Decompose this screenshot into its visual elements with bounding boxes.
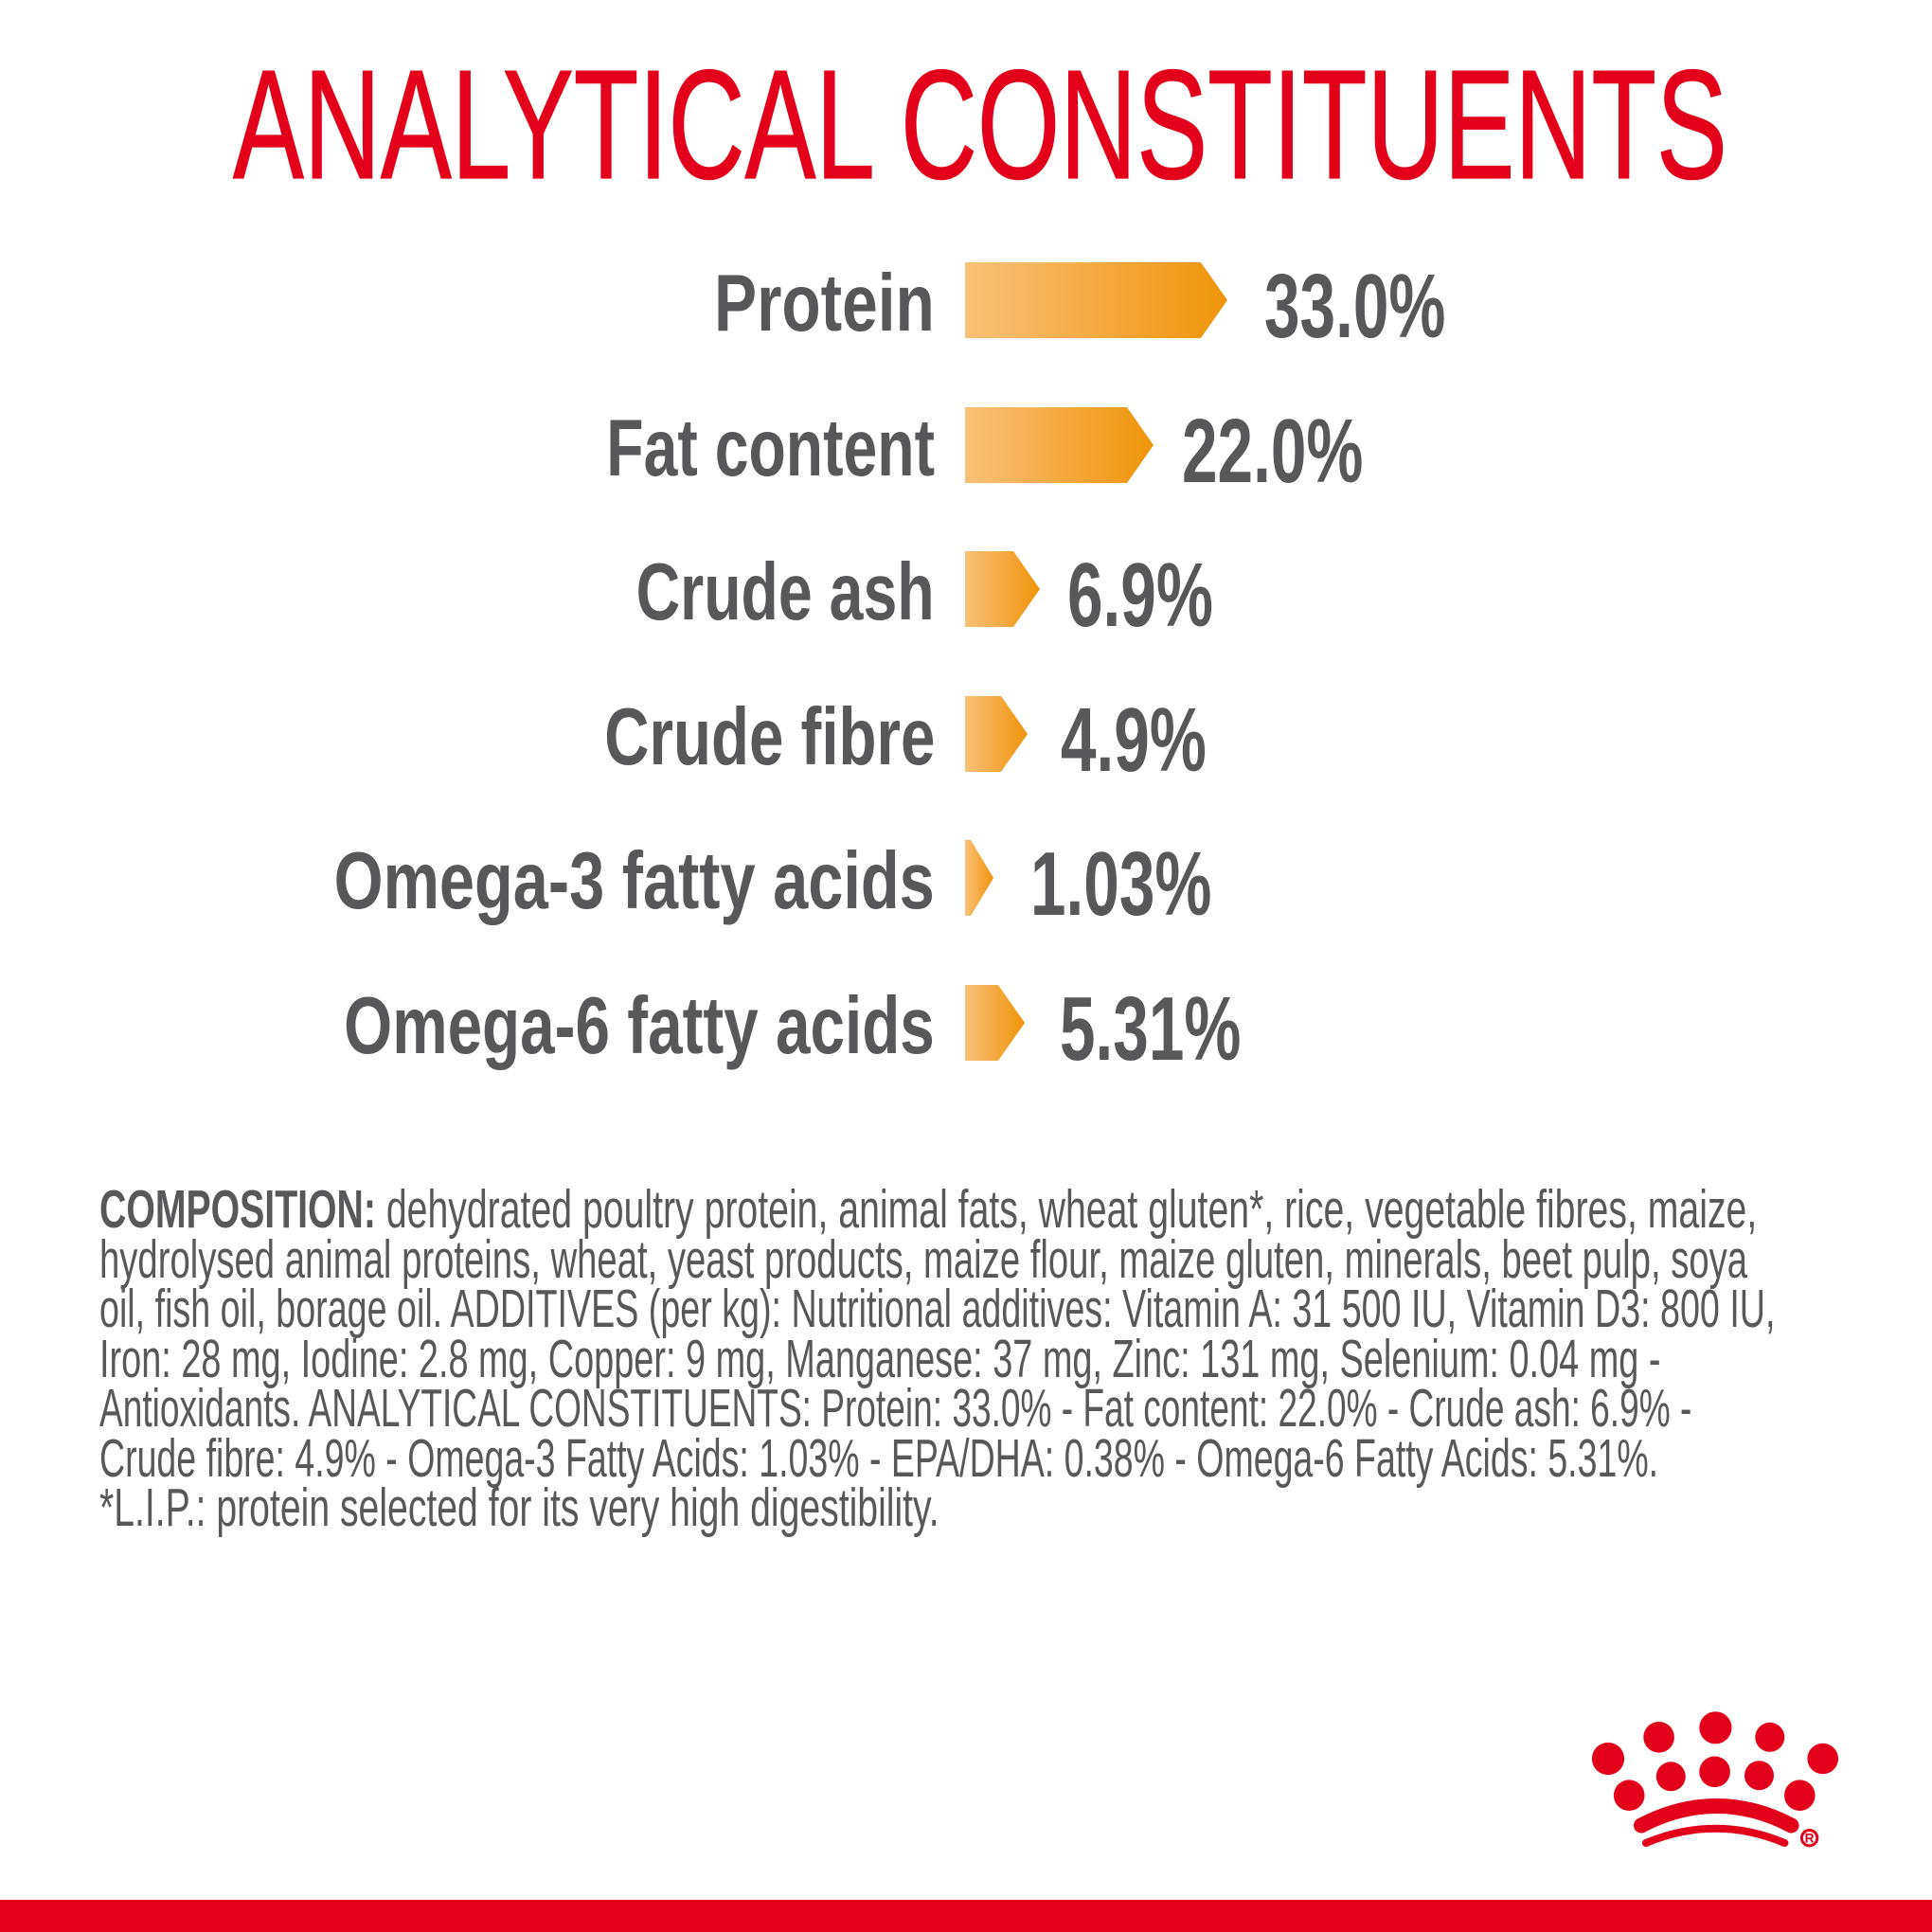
svg-text:R: R: [1805, 1831, 1815, 1845]
